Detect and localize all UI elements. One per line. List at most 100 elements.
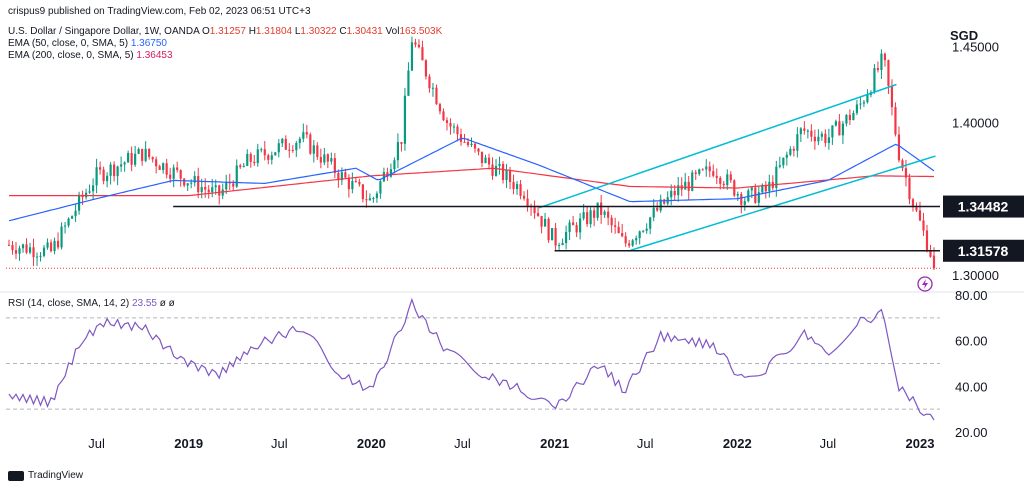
candle-body	[617, 226, 620, 234]
candle-body	[687, 181, 690, 191]
candle-body	[46, 242, 49, 248]
candle-body	[862, 102, 866, 104]
ema200-legend[interactable]: EMA (200, close, 0, SMA, 5) 1.36453	[8, 50, 173, 61]
candle-body	[32, 247, 35, 258]
candle-body	[393, 160, 396, 170]
candle-body	[701, 169, 704, 171]
candle-body	[768, 181, 771, 192]
candle-body	[162, 163, 165, 170]
candle-body	[67, 218, 70, 226]
candle-body	[663, 199, 666, 204]
candle-body	[232, 183, 235, 187]
channel-lower-line	[629, 155, 936, 252]
event-lightning-icon	[917, 276, 933, 292]
candle-body	[74, 210, 77, 217]
published-line: crispus9 published on TradingView.com, F…	[8, 6, 311, 17]
candle-body	[831, 125, 834, 138]
candle-body	[764, 184, 767, 192]
candle-body	[824, 133, 827, 144]
candle-body	[579, 218, 582, 233]
tradingview-brand[interactable]: TradingView	[8, 470, 83, 481]
candle-body	[603, 211, 606, 215]
time-tick-label: Jul	[637, 436, 654, 451]
candle-body	[295, 142, 298, 151]
candle-body	[536, 213, 540, 217]
candle-body	[736, 194, 739, 196]
candle-body	[372, 198, 375, 200]
candle-body	[897, 134, 901, 161]
candle-body	[470, 143, 473, 146]
candle-body	[109, 164, 112, 176]
candle-body	[95, 167, 98, 186]
candle-body	[845, 114, 848, 124]
tradingview-logo-icon	[8, 470, 24, 481]
candle-body	[172, 167, 175, 179]
candle-body	[796, 134, 799, 151]
candle-body	[351, 180, 354, 190]
price-tick-label: 1.40000	[952, 116, 999, 131]
lightning-glyph	[922, 279, 928, 289]
candle-body	[417, 44, 421, 48]
candle-body	[799, 128, 802, 135]
candle-body	[449, 122, 452, 127]
open-value: 1.31257	[209, 26, 246, 37]
candle-body	[582, 212, 585, 219]
rsi-tick-label: 20.00	[955, 425, 988, 440]
time-tick-label: 2021	[540, 436, 569, 451]
candle-body	[908, 177, 911, 200]
candle-body	[456, 126, 459, 135]
candle-body	[270, 155, 273, 160]
candle-body	[148, 148, 151, 158]
candle-body	[137, 148, 140, 154]
candle-body	[35, 256, 39, 258]
candle-body	[607, 211, 610, 218]
currency-label: SGD	[950, 28, 978, 43]
candle-body	[880, 53, 883, 71]
ema50-legend[interactable]: EMA (50, close, 0, SMA, 5) 1.36750	[8, 38, 167, 49]
candle-body	[305, 132, 308, 135]
candle-body	[183, 178, 186, 186]
candle-body	[298, 138, 301, 143]
candle-body	[512, 181, 515, 190]
candle-body	[176, 167, 179, 171]
candle-body	[92, 185, 95, 192]
candle-body	[155, 159, 158, 167]
candle-body	[379, 181, 382, 194]
volume-value: 163.503K	[399, 26, 443, 37]
rsi-value: 23.55	[131, 298, 157, 309]
candle-body	[876, 68, 880, 71]
candle-body	[53, 240, 56, 252]
candle-body	[21, 244, 25, 249]
ema50-line	[8, 137, 935, 222]
candle-body	[817, 136, 820, 142]
candle-body	[99, 167, 102, 170]
candle-body	[708, 166, 711, 172]
candle-body	[491, 164, 494, 176]
ema50-value: 1.36750	[130, 38, 167, 49]
candle-body	[866, 94, 869, 103]
candle-body	[610, 217, 613, 226]
candle-body	[631, 240, 634, 246]
candle-body	[848, 114, 851, 121]
candle-body	[645, 228, 648, 231]
candle-body	[761, 184, 764, 193]
candle-body	[113, 164, 116, 177]
support-label: 1.34482	[958, 199, 1009, 215]
rsi-legend[interactable]: RSI (14, close, SMA, 14, 2) 23.55 ø ø	[8, 298, 175, 309]
candle-body	[102, 169, 105, 182]
candle-body	[11, 245, 14, 251]
candle-body	[344, 172, 347, 178]
time-tick-label: 2019	[174, 436, 203, 451]
time-tick-label: Jul	[454, 436, 471, 451]
candle-body	[333, 158, 336, 173]
candle-body	[659, 199, 662, 211]
candle-body	[519, 184, 522, 196]
candle-body	[484, 157, 487, 164]
candle-body	[698, 169, 701, 174]
candle-body	[84, 192, 88, 198]
low-value: 1.30322	[300, 26, 337, 37]
candle-body	[782, 157, 785, 166]
candle-body	[554, 228, 557, 246]
candle-body	[600, 202, 603, 215]
candle-body	[221, 189, 224, 196]
